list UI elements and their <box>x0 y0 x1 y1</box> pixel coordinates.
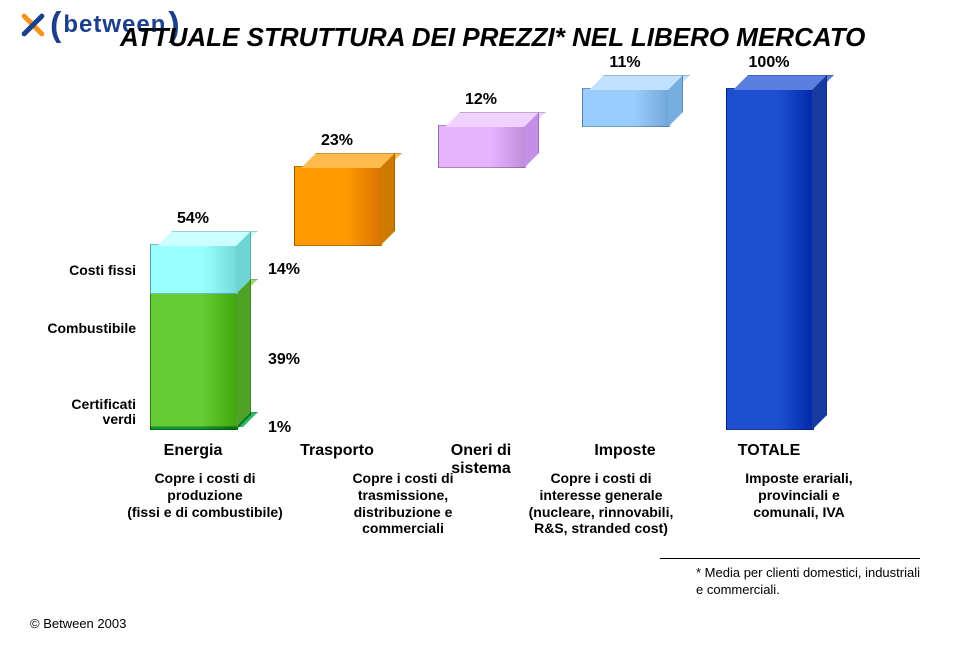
chart-axis-label: Imposte <box>582 430 668 460</box>
side-label: Costi fissi <box>10 263 136 278</box>
caption: Imposte erariali, provinciali e comunali… <box>724 470 874 537</box>
column-captions: Copre i costi di produzione (fissi e di … <box>110 470 930 537</box>
caption: Copre i costi di trasmissione, distribuz… <box>328 470 478 537</box>
caption: Copre i costi di interesse generale (nuc… <box>506 470 696 537</box>
logo-mark <box>18 10 48 40</box>
chart-value-label: 12% <box>438 91 524 109</box>
chart-column-trasporto: 23%Trasporto <box>294 90 380 430</box>
stack-seg-label: 39% <box>268 351 300 369</box>
chart-value-label: 100% <box>726 54 812 72</box>
chart-axis-label: TOTALE <box>726 430 812 460</box>
chart-value-label: 23% <box>294 132 380 150</box>
chart-value-label: 11% <box>582 54 668 72</box>
chart-value-label: 54% <box>150 210 236 228</box>
chart-column-imposte: 11%Imposte <box>582 90 668 430</box>
caption: Copre i costi di produzione (fissi e di … <box>110 470 300 537</box>
side-label: Certificati verdi <box>10 397 136 428</box>
chart-axis-label: Energia <box>150 430 236 460</box>
chart-column-energia: 54%Energia <box>150 90 236 430</box>
stack-seg-label: 1% <box>268 419 291 437</box>
side-label: Combustibile <box>10 321 136 336</box>
chart-column-oneri-di-sistema: 12%Oneri di sistema <box>438 90 524 430</box>
copyright: © Between 2003 <box>30 616 126 631</box>
footnote-divider <box>660 558 920 559</box>
stack-seg-label: 14% <box>268 261 300 279</box>
slide-title: ATTUALE STRUTTURA DEI PREZZI* NEL LIBERO… <box>120 22 920 53</box>
chart-column-totale: 100%TOTALE <box>726 90 812 430</box>
price-structure-chart: 54%Energia 23%Trasporto 12%Oneri di sistem… <box>140 90 920 430</box>
chart-axis-label: Trasporto <box>294 430 380 460</box>
footnote: * Media per clienti domestici, industria… <box>696 565 920 599</box>
logo-paren-open: ( <box>50 10 61 40</box>
